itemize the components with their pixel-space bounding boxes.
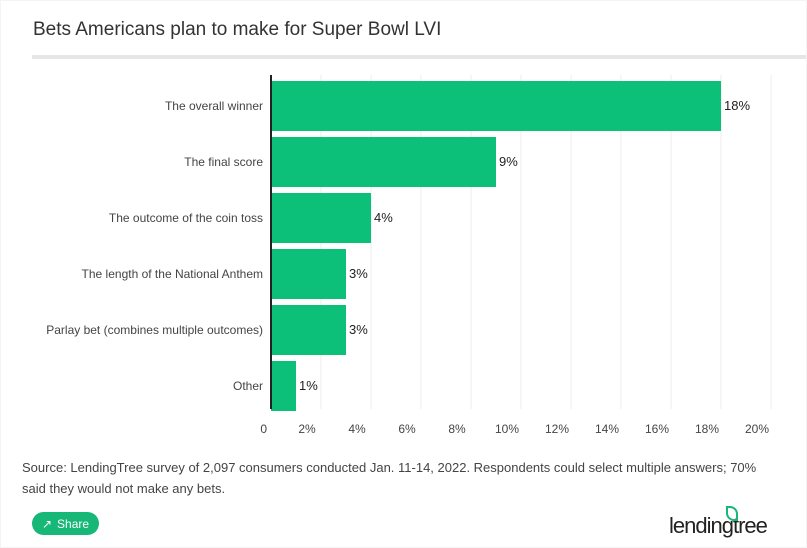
leaf-icon (726, 506, 738, 521)
category-label: The final score (184, 155, 263, 169)
x-tick-label: 16% (645, 422, 669, 436)
bar (271, 137, 496, 187)
bar (271, 249, 346, 299)
x-tick-label: 12% (545, 422, 569, 436)
bar (271, 193, 371, 243)
x-tick-label: 0 (260, 422, 267, 436)
bar (271, 81, 721, 131)
x-tick-label: 20% (745, 422, 769, 436)
category-label: Other (233, 379, 263, 393)
share-label: Share (57, 516, 90, 531)
source-note: Source: LendingTree survey of 2,097 cons… (22, 460, 757, 496)
data-label: 4% (374, 210, 393, 225)
data-label: 3% (349, 266, 368, 281)
category-label: Parlay bet (combines multiple outcomes) (46, 323, 263, 337)
chart-title: Bets Americans plan to make for Super Bo… (33, 19, 442, 40)
data-label: 3% (349, 322, 368, 337)
title-divider (32, 55, 806, 59)
x-tick-label: 10% (495, 422, 519, 436)
share-icon: ↗ (41, 516, 53, 531)
category-label: The overall winner (165, 99, 263, 113)
bar (271, 361, 296, 411)
x-tick-label: 14% (595, 422, 619, 436)
category-label: The outcome of the coin toss (109, 211, 263, 225)
data-label: 18% (724, 98, 750, 113)
data-label: 1% (299, 378, 318, 393)
x-tick-label: 8% (448, 422, 466, 436)
share-button[interactable]: ↗ Share (32, 512, 99, 535)
bar (271, 305, 346, 355)
lendingtree-logo: lendingtree (669, 513, 768, 538)
x-tick-label: 4% (348, 422, 366, 436)
bar-chart: 0 2% 4% 6% 8% 10% 12% 14% 16% 18% 20% The overall w… (46, 75, 772, 436)
data-label: 9% (499, 154, 518, 169)
category-label: The length of the National Anthem (82, 267, 263, 281)
x-tick-label: 18% (695, 422, 719, 436)
x-tick-label: 2% (298, 422, 316, 436)
x-tick-label: 6% (398, 422, 416, 436)
